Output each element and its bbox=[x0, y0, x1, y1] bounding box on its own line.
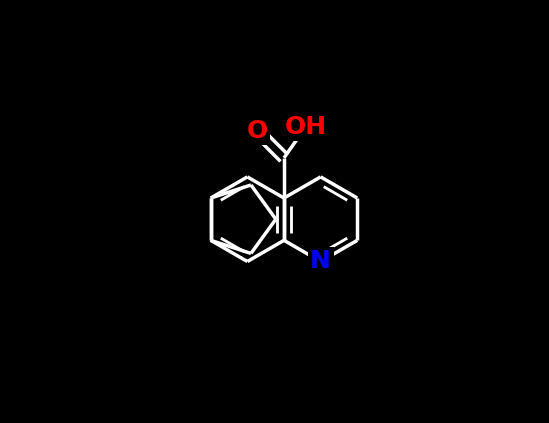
Text: OH: OH bbox=[285, 115, 327, 139]
Text: O: O bbox=[247, 119, 268, 143]
Text: N: N bbox=[310, 250, 331, 274]
